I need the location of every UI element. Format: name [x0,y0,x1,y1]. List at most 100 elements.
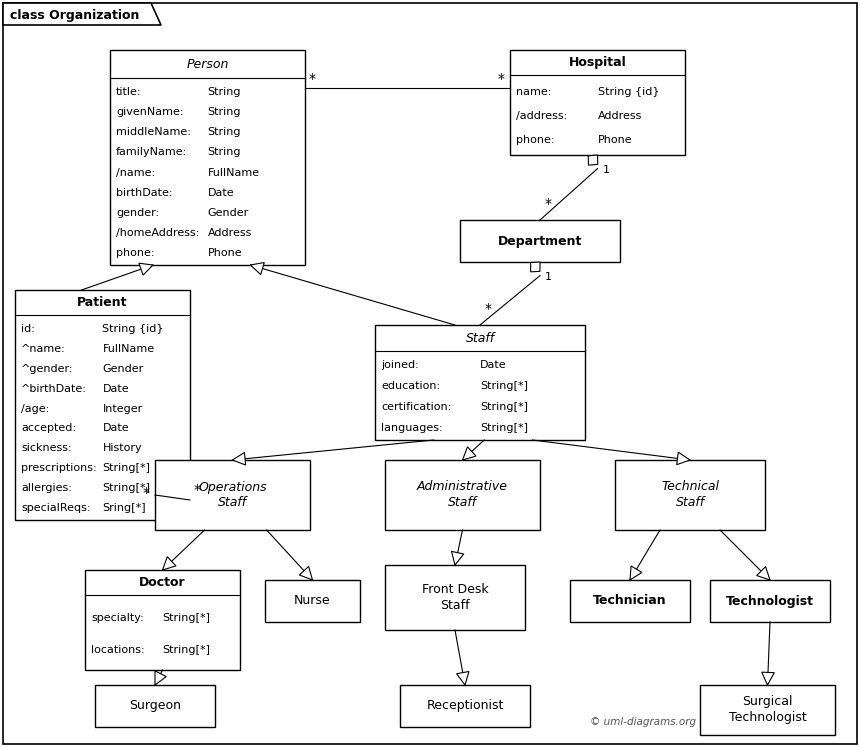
Bar [710,580,830,622]
Text: Doctor: Doctor [139,576,186,589]
Text: Surgical
Technologist: Surgical Technologist [728,695,807,725]
Bar [375,325,585,440]
Polygon shape [3,3,161,25]
Text: birthDate:: birthDate: [116,187,173,198]
Bar [460,220,620,262]
Text: Front Desk
Staff: Front Desk Staff [421,583,488,612]
Text: Hospital: Hospital [568,56,626,69]
Text: 1: 1 [545,272,552,282]
Text: /address:: /address: [516,111,568,121]
Text: *: * [545,197,552,211]
Text: Staff: Staff [465,332,494,344]
Polygon shape [588,155,598,165]
Polygon shape [250,262,264,275]
Polygon shape [630,566,642,580]
Text: joined:: joined: [381,361,419,371]
Polygon shape [531,262,540,272]
Text: ^birthDate:: ^birthDate: [21,384,87,394]
Bar [155,460,310,530]
Bar [85,570,240,670]
Text: givenName:: givenName: [116,107,183,117]
Text: Address: Address [207,228,252,238]
Bar [265,580,360,622]
Text: title:: title: [116,87,142,97]
Text: FullName: FullName [207,167,260,178]
Text: Technologist: Technologist [726,595,814,607]
Text: name:: name: [516,87,551,97]
Text: String[*]: String[*] [163,613,211,623]
Text: History: History [102,444,142,453]
Text: middleName:: middleName: [116,127,191,137]
Text: String[*]: String[*] [163,645,211,655]
Text: String: String [207,147,241,158]
Text: *: * [498,72,505,86]
Text: Nurse: Nurse [294,595,331,607]
Text: prescriptions:: prescriptions: [21,463,96,474]
Text: accepted:: accepted: [21,424,76,433]
Polygon shape [452,551,464,565]
Polygon shape [677,452,690,465]
Text: String[*]: String[*] [480,381,528,391]
Text: sickness:: sickness: [21,444,71,453]
Text: Technical
Staff: Technical Staff [661,480,719,509]
Text: String: String [207,107,241,117]
Text: Operations
Staff: Operations Staff [198,480,267,509]
Text: Integer: Integer [102,403,143,414]
Text: *: * [194,483,201,497]
Text: education:: education: [381,381,440,391]
Text: String: String [207,127,241,137]
Text: String: String [207,87,241,97]
Bar [615,460,765,530]
Text: © uml-diagrams.org: © uml-diagrams.org [590,717,696,727]
Text: Date: Date [102,384,129,394]
Bar [510,50,685,155]
Text: Address: Address [598,111,642,121]
Bar [700,685,835,735]
Polygon shape [757,567,770,580]
Text: familyName:: familyName: [116,147,187,158]
Text: Gender: Gender [207,208,249,217]
Bar [110,50,305,265]
Text: Patient: Patient [77,296,128,309]
Text: Surgeon: Surgeon [129,699,181,713]
Text: /age:: /age: [21,403,49,414]
Polygon shape [163,557,176,570]
Polygon shape [762,672,774,685]
Text: Date: Date [102,424,129,433]
Text: languages:: languages: [381,423,443,433]
Text: *: * [309,72,316,86]
Polygon shape [457,672,469,685]
Text: 1: 1 [603,165,610,175]
Text: ^name:: ^name: [21,344,65,354]
Text: locations:: locations: [91,645,144,655]
Text: Phone: Phone [598,135,632,146]
Text: String[*]: String[*] [480,423,528,433]
Text: String[*]: String[*] [102,483,150,493]
Polygon shape [139,263,153,275]
Text: String[*]: String[*] [102,463,150,474]
Text: *: * [143,486,150,500]
Bar [15,290,190,520]
Text: *: * [485,302,492,316]
Text: Receptionist: Receptionist [427,699,504,713]
Text: allergies:: allergies: [21,483,72,493]
Bar [570,580,690,622]
Text: Sring[*]: Sring[*] [102,503,146,513]
Text: specialty:: specialty: [91,613,144,623]
Text: specialReqs:: specialReqs: [21,503,90,513]
Polygon shape [155,671,166,685]
Bar [400,685,530,727]
Text: phone:: phone: [116,248,155,258]
Text: id:: id: [21,324,35,334]
Bar [385,460,540,530]
Text: FullName: FullName [102,344,155,354]
Text: Phone: Phone [207,248,243,258]
Bar [95,685,215,727]
Text: Gender: Gender [102,364,144,374]
Text: Technician: Technician [593,595,666,607]
Text: Department: Department [498,235,582,247]
Text: phone:: phone: [516,135,555,146]
Text: Administrative
Staff: Administrative Staff [417,480,508,509]
Text: Date: Date [480,361,507,371]
Text: Person: Person [187,58,229,70]
